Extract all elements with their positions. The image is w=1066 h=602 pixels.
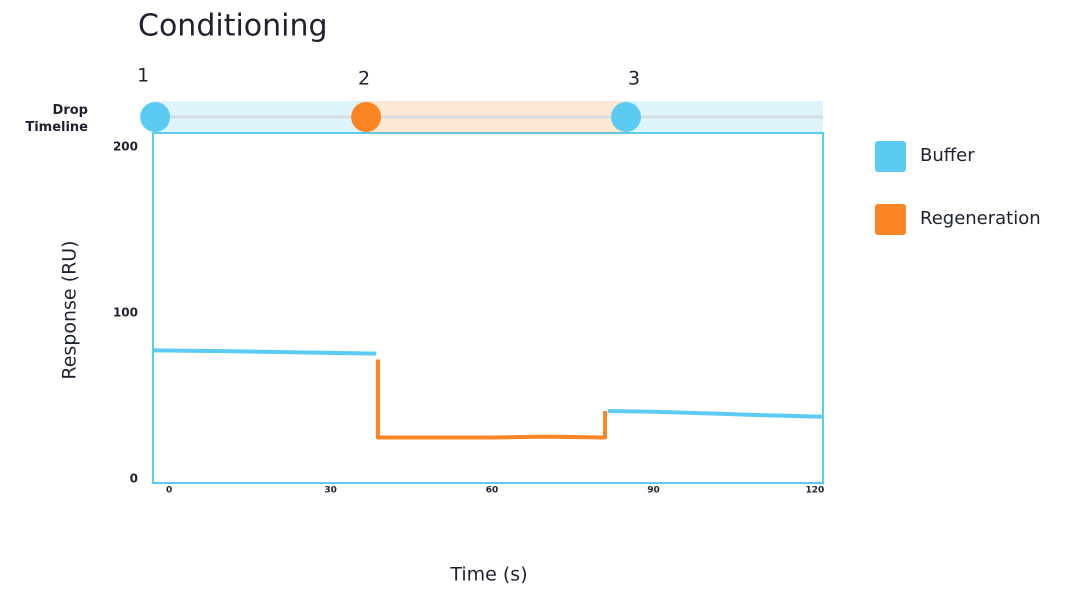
x-tick-label: 30: [324, 486, 337, 496]
x-axis-title: Time (s): [449, 564, 527, 586]
drop-marker: [611, 102, 642, 132]
x-tick-label: 0: [166, 486, 172, 496]
x-tick-label: 60: [486, 486, 499, 496]
plot-frame: [152, 132, 824, 484]
drop-number: 2: [358, 68, 370, 90]
x-tick-label: 90: [647, 486, 660, 496]
y-tick-label: 100: [113, 305, 138, 319]
legend-swatch: [875, 141, 906, 172]
y-tick-label: 0: [130, 472, 138, 486]
drop-number: 1: [137, 65, 149, 87]
y-axis-title: Response (RU): [59, 240, 81, 379]
drop-marker: [140, 102, 171, 132]
chart-title: Conditioning: [138, 9, 328, 44]
x-tick-label: 120: [806, 486, 825, 496]
legend-swatch: [875, 204, 906, 235]
drop-marker: [351, 102, 382, 132]
legend-label: Regeneration: [920, 208, 1041, 229]
y-tick-label: 200: [113, 139, 138, 153]
legend-label: Buffer: [920, 145, 975, 166]
series-line: [375, 359, 608, 440]
drop-number: 3: [628, 68, 640, 90]
series-line: [152, 348, 824, 419]
timeline-label: Drop Timeline: [25, 103, 88, 135]
